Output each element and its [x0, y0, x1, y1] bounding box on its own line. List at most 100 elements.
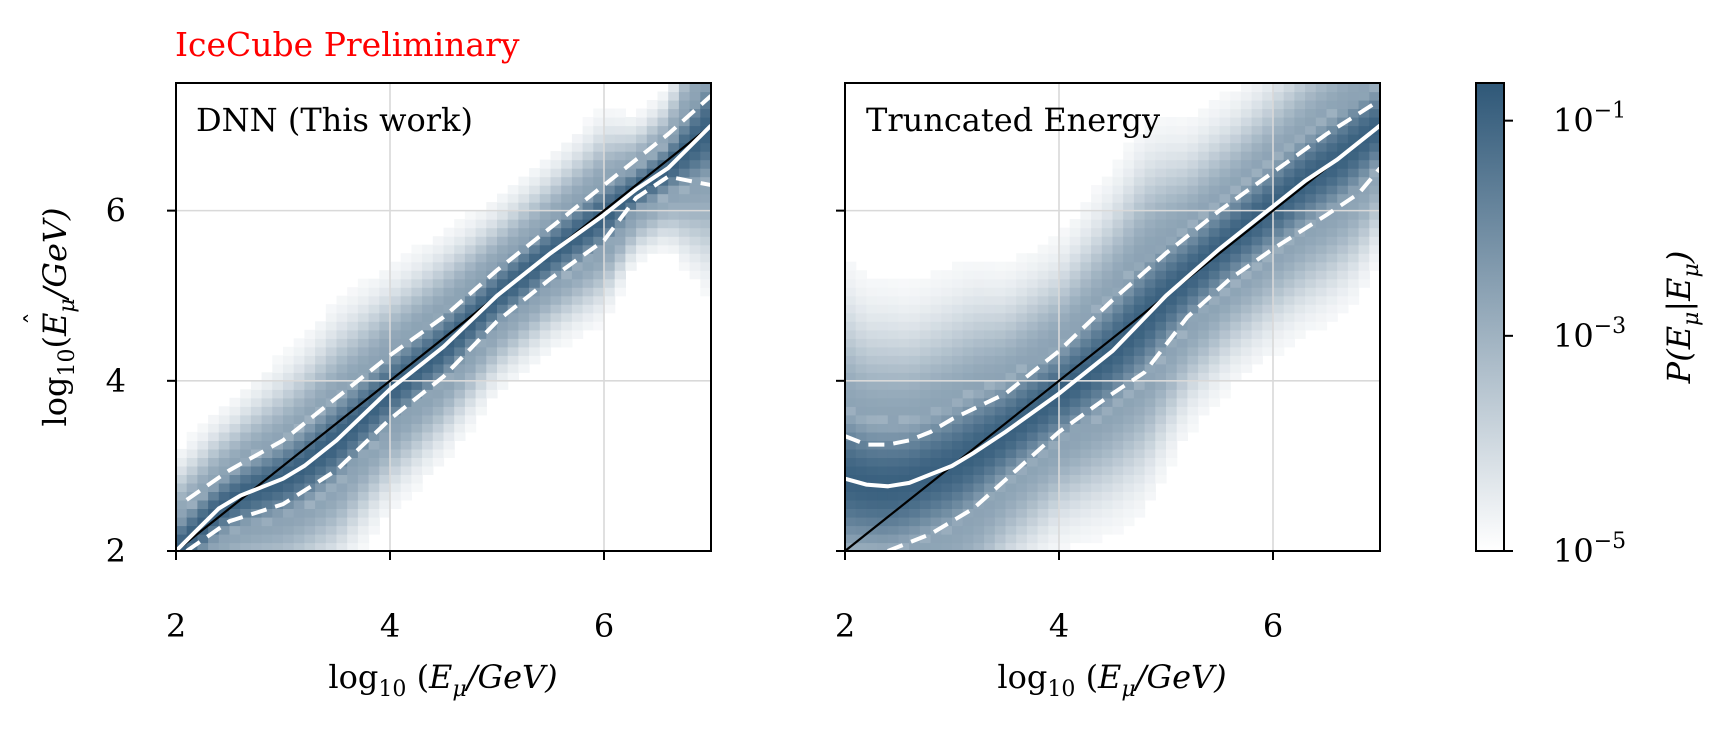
heatmap-cell: [919, 457, 932, 467]
heatmap-cell: [550, 312, 562, 322]
heatmap-cell: [909, 338, 921, 348]
heatmap-cell: [347, 295, 359, 305]
heatmap-cell: [962, 287, 974, 297]
heatmap-cell: [176, 465, 188, 475]
heatmap-cell: [941, 517, 953, 527]
heatmap-cell: [486, 304, 498, 314]
heatmap-cell: [887, 380, 900, 390]
heatmap-cell: [1358, 227, 1370, 237]
heatmap-cell: [507, 346, 519, 356]
heatmap-cell: [411, 440, 423, 450]
heatmap-cell: [1251, 83, 1263, 93]
heatmap-cell: [1037, 517, 1049, 527]
heatmap-cell: [1016, 542, 1028, 551]
heatmap-cell: [475, 244, 487, 254]
heatmap-cell: [1230, 91, 1242, 101]
heatmap-cell: [994, 406, 1007, 416]
heatmap-cell: [1026, 423, 1039, 433]
heatmap-cell: [1273, 159, 1285, 169]
heatmap-cell: [368, 414, 380, 424]
heatmap-cell: [1337, 253, 1349, 263]
heatmap-cell: [1155, 244, 1167, 254]
heatmap-cell: [1005, 448, 1017, 458]
heatmap-cell: [1026, 304, 1039, 314]
heatmap-cell: [411, 346, 423, 356]
heatmap-truncated: [845, 83, 1380, 551]
heatmap-cell: [357, 431, 370, 441]
heatmap-cell: [984, 338, 996, 348]
heatmap-cell: [941, 534, 953, 544]
heatmap-cell: [1230, 202, 1242, 212]
heatmap-cell: [390, 329, 402, 339]
heatmap-cell: [1369, 134, 1380, 144]
heatmap-cell: [1294, 134, 1306, 144]
heatmap-cell: [475, 227, 487, 237]
heatmap-cell: [1219, 227, 1231, 237]
heatmap-cell: [422, 465, 434, 475]
heatmap-cell: [497, 253, 509, 263]
heatmap-cell: [1112, 525, 1124, 535]
heatmap-cell: [973, 321, 985, 331]
heatmap-cell: [1133, 244, 1146, 254]
heatmap-cell: [1219, 355, 1231, 365]
heatmap-cell: [218, 525, 231, 535]
heatmap-cell: [1069, 346, 1081, 356]
heatmap-cell: [657, 219, 669, 229]
heatmap-cell: [593, 176, 605, 186]
heatmap-cell: [1283, 278, 1295, 288]
heatmap-cell: [304, 534, 316, 544]
heatmap-cell: [1219, 100, 1231, 110]
heatmap-cell: [357, 329, 370, 339]
heatmap-cell: [887, 431, 900, 441]
heatmap-cell: [1294, 312, 1306, 322]
heatmap-cell: [368, 312, 380, 322]
heatmap-cell: [1208, 338, 1221, 348]
heatmap-cell: [1123, 261, 1135, 271]
heatmap-cell: [272, 448, 284, 458]
heatmap-cell: [507, 219, 519, 229]
heatmap-cell: [887, 312, 900, 322]
heatmap-cell: [486, 227, 498, 237]
heatmap-cell: [1123, 508, 1135, 518]
heatmap-cell: [390, 491, 402, 501]
heatmap-cell: [845, 491, 857, 501]
heatmap-cell: [1155, 270, 1167, 280]
heatmap-cell: [325, 338, 338, 348]
heatmap-cell: [486, 219, 498, 229]
heatmap-cell: [1198, 270, 1210, 280]
heatmap-cell: [582, 210, 594, 220]
heatmap-cell: [475, 295, 487, 305]
heatmap-cell: [1337, 108, 1349, 118]
heatmap-cell: [1048, 406, 1060, 416]
heatmap-cell: [561, 202, 573, 212]
heatmap-cell: [1198, 151, 1210, 161]
heatmap-cell: [962, 346, 974, 356]
heatmap-cell: [1059, 380, 1071, 390]
heatmap-cell: [1337, 83, 1349, 93]
heatmap-cell: [218, 423, 231, 433]
heatmap-cell: [1091, 448, 1103, 458]
heatmap-cell: [1208, 380, 1221, 390]
heatmap-cell: [930, 355, 942, 365]
diagonal-line-dnn: [175, 124, 712, 552]
heatmap-cell: [529, 219, 541, 229]
heatmap-cell: [1305, 261, 1317, 271]
x-tick-label: 6: [594, 607, 614, 645]
heatmap-cell: [1037, 304, 1049, 314]
heatmap-cell: [390, 363, 402, 373]
heatmap-cell: [593, 295, 605, 305]
heatmap-cell: [1069, 431, 1081, 441]
heatmap-cell: [1101, 312, 1114, 322]
heatmap-cell: [919, 465, 932, 475]
heatmap-cell: [1155, 389, 1167, 399]
heatmap-cell: [1230, 321, 1242, 331]
heatmap-cell: [357, 474, 370, 484]
heatmap-cell: [1326, 125, 1338, 135]
heatmap-cell: [1133, 287, 1146, 297]
heatmap-cell: [571, 134, 584, 144]
heatmap-cell: [887, 440, 900, 450]
heatmap-cell: [1305, 125, 1317, 135]
heatmap-cell: [636, 108, 648, 118]
heatmap-cell: [984, 448, 996, 458]
heatmap-cell: [689, 125, 701, 135]
